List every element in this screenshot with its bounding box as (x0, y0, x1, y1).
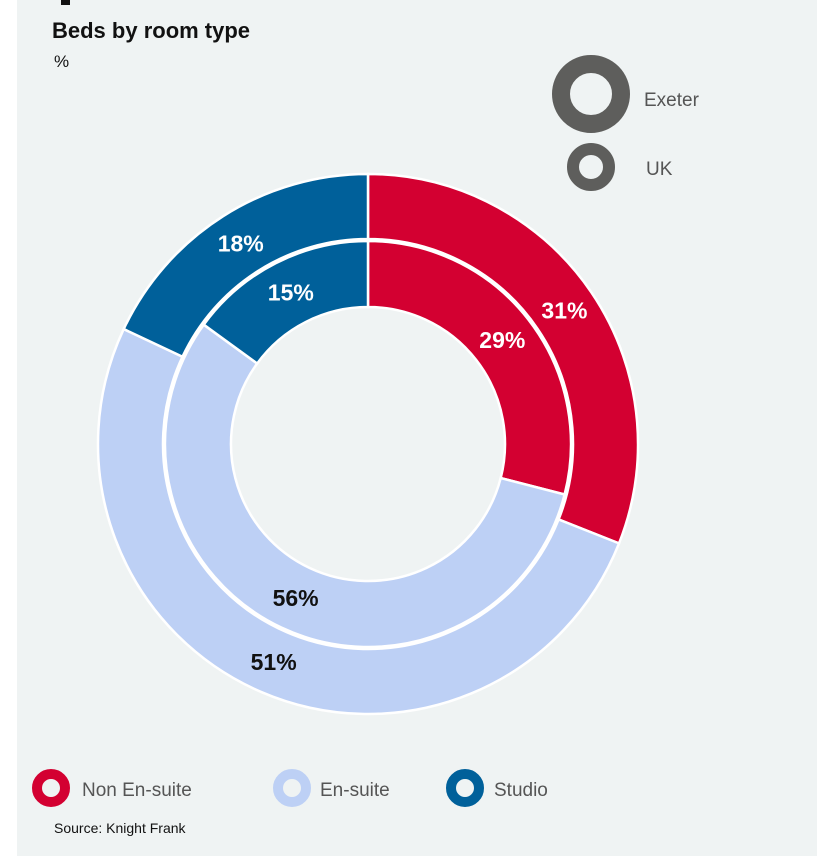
ring-legend-uk: UK (567, 143, 673, 191)
slice-exeter-en-suite (96, 327, 621, 716)
label-exeter-studio: 18% (218, 230, 264, 256)
ring-legend-uk-label: UK (646, 159, 673, 180)
ring-legend-uk-icon (567, 143, 615, 191)
label-exeter-non-en-suite: 31% (541, 298, 587, 324)
legend-studio-label: Studio (494, 780, 548, 801)
legend-non-en-suite-icon (32, 769, 70, 807)
label-uk-non-en-suite: 29% (479, 327, 525, 353)
donut-rings (96, 172, 640, 716)
label-uk-en-suite: 56% (273, 585, 319, 611)
ring-legend-exeter-icon (552, 55, 630, 133)
legend-en-suite: En-suite (273, 769, 390, 807)
label-exeter-en-suite: 51% (251, 649, 297, 675)
legend-non-en-suite-label: Non En-suite (82, 780, 192, 801)
slice-exeter-studio (122, 172, 370, 359)
legend-studio-icon (446, 769, 484, 807)
corner-marker (61, 0, 70, 5)
ring-legend-exeter-label: Exeter (644, 90, 700, 111)
donut-labels: 31% 51% 18% 29% 56% 15% (218, 230, 588, 674)
ring-legend-exeter: Exeter (552, 55, 700, 133)
chart-title: Beds by room type (52, 18, 251, 43)
slice-exeter-non-en-suite (366, 172, 640, 546)
slice-uk-studio (202, 239, 370, 366)
slice-uk-en-suite (163, 322, 567, 649)
slice-uk-non-en-suite (366, 239, 573, 497)
legend-studio: Studio (446, 769, 548, 807)
source-note: Source: Knight Frank (54, 820, 186, 836)
label-uk-studio: 15% (268, 280, 314, 306)
legend-en-suite-icon (273, 769, 311, 807)
legend-en-suite-label: En-suite (320, 780, 390, 801)
legend-non-en-suite: Non En-suite (32, 769, 192, 807)
unit-label: % (54, 52, 70, 71)
